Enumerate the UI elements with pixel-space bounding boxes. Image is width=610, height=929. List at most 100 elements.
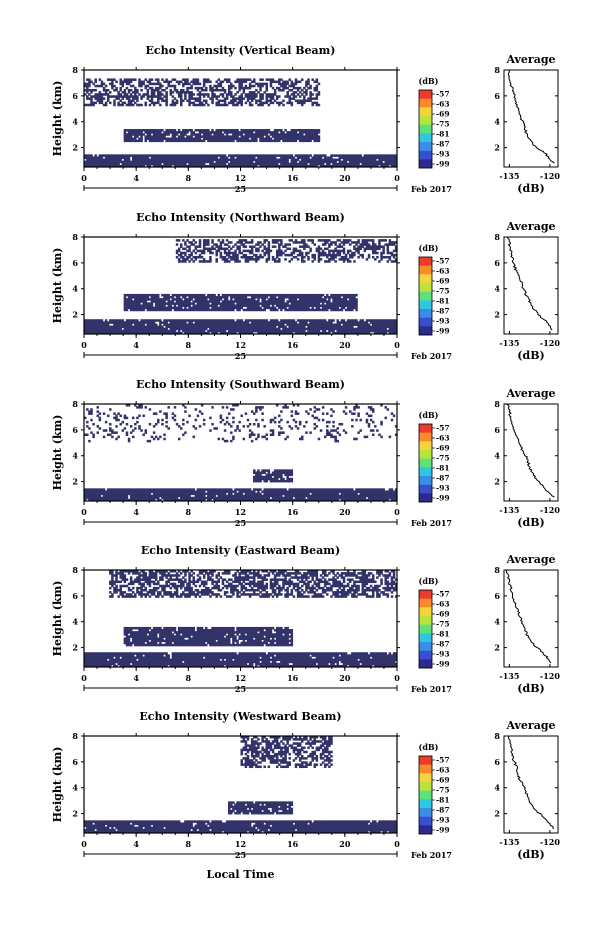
echo-cell xyxy=(179,260,183,263)
echo-cell xyxy=(278,86,281,90)
echo-cell xyxy=(121,84,125,88)
echo-cell xyxy=(315,88,319,92)
echo-cell xyxy=(311,101,314,105)
echo-cell xyxy=(202,306,206,310)
echo-cell xyxy=(273,308,277,312)
echo-cell xyxy=(213,304,216,307)
echo-cell xyxy=(205,243,208,246)
echo-cell xyxy=(386,321,390,324)
echo-cell xyxy=(192,239,195,242)
echo-cell xyxy=(223,160,227,164)
echo-cell xyxy=(188,91,191,94)
echo-cell xyxy=(119,323,122,326)
echo-cell xyxy=(144,137,147,140)
echo-cell xyxy=(125,490,129,493)
echo-cell xyxy=(288,331,291,335)
echo-cell xyxy=(171,302,175,305)
echo-cell xyxy=(131,327,135,331)
echo-cell xyxy=(351,160,354,164)
echo-cell xyxy=(148,162,152,166)
echo-cell xyxy=(309,164,312,168)
echo-cell xyxy=(394,329,398,333)
echo-cell xyxy=(323,156,327,159)
echo-cell xyxy=(263,137,266,140)
echo-cell xyxy=(232,296,235,299)
echo-cell xyxy=(238,160,241,164)
echo-cell xyxy=(102,412,106,415)
echo-cell xyxy=(194,247,198,251)
echo-cell xyxy=(244,239,248,242)
echo-cell xyxy=(194,306,198,310)
echo-cell xyxy=(313,329,317,333)
echo-cell xyxy=(267,154,271,157)
echo-cell xyxy=(119,498,122,502)
echo-cell xyxy=(265,88,269,92)
echo-cell xyxy=(376,327,379,331)
echo-cell xyxy=(351,296,354,299)
echo-cell xyxy=(100,101,104,105)
echo-cell xyxy=(106,321,110,324)
echo-cell xyxy=(182,78,185,81)
echo-cell xyxy=(305,137,308,140)
echo-cell xyxy=(267,95,271,98)
echo-cell xyxy=(307,255,310,259)
echo-cell xyxy=(94,95,97,98)
echo-cell xyxy=(104,91,108,94)
echo-cell xyxy=(307,323,310,326)
echo-cell xyxy=(236,137,239,140)
x-tick-label: 16 xyxy=(287,173,299,183)
echo-cell xyxy=(261,293,264,297)
echo-cell xyxy=(242,91,246,94)
echo-cell xyxy=(207,302,210,305)
echo-cell xyxy=(367,154,371,157)
echo-cell xyxy=(134,302,137,305)
echo-cell xyxy=(303,298,306,301)
echo-cell xyxy=(321,327,325,331)
echo-cell xyxy=(296,296,300,299)
echo-cell xyxy=(286,158,289,162)
echo-cell xyxy=(127,135,131,138)
echo-cell xyxy=(317,103,321,107)
echo-cell xyxy=(357,323,360,326)
echo-cell xyxy=(140,84,143,88)
y-tick-label: 8 xyxy=(72,65,78,75)
echo-cell xyxy=(154,78,158,81)
echo-cell xyxy=(271,255,275,259)
echo-cell xyxy=(131,78,135,81)
echo-cell xyxy=(342,300,346,303)
echo-cell xyxy=(273,321,277,324)
echo-cell xyxy=(236,154,239,157)
echo-cell xyxy=(200,154,204,157)
echo-cell xyxy=(123,78,127,81)
echo-cell xyxy=(109,490,112,493)
echo-cell xyxy=(115,162,118,166)
echo-cell xyxy=(278,300,281,303)
echo-cell xyxy=(315,156,319,159)
echo-cell xyxy=(257,331,260,335)
echo-cell xyxy=(353,331,356,335)
echo-cell xyxy=(250,135,254,138)
echo-cell xyxy=(236,253,239,257)
echo-cell xyxy=(265,137,269,140)
echo-cell xyxy=(142,492,145,496)
echo-cell xyxy=(319,327,323,331)
echo-cell xyxy=(271,131,275,134)
echo-cell xyxy=(163,321,166,324)
echo-cell xyxy=(242,296,246,299)
echo-cell xyxy=(209,80,212,84)
echo-cell xyxy=(359,164,362,168)
echo-cell xyxy=(311,298,314,301)
echo-cell xyxy=(115,86,118,90)
echo-cell xyxy=(184,296,187,299)
echo-cell xyxy=(380,154,383,157)
echo-cell xyxy=(330,293,333,297)
heatmap-cells xyxy=(84,404,398,502)
echo-cell xyxy=(213,156,216,159)
echo-cell xyxy=(134,78,137,81)
echo-cell xyxy=(248,97,252,100)
echo-cell xyxy=(157,137,160,140)
echo-cell xyxy=(136,492,139,496)
echo-cell xyxy=(244,329,248,333)
echo-cell xyxy=(313,293,317,297)
echo-cell xyxy=(202,293,206,297)
